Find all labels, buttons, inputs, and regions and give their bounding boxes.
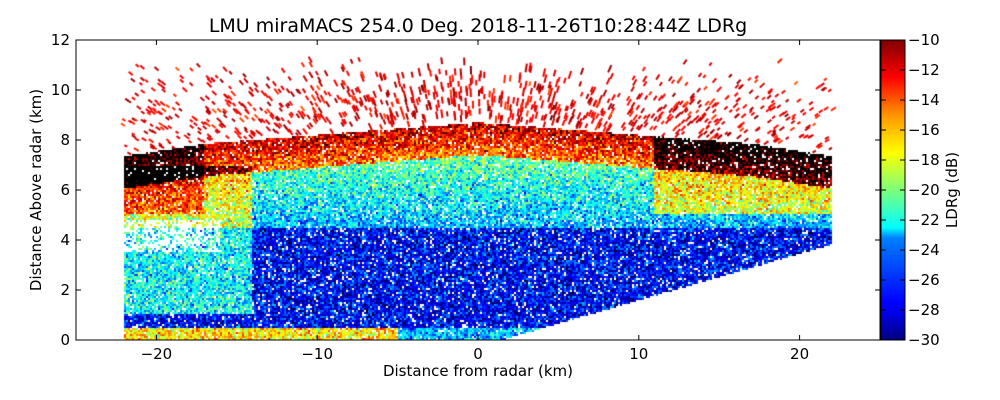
y-axis: 0 2 4 6 8 10 12 [51,31,880,349]
y-tick-label: 0 [60,331,70,349]
x-tick-label: 0 [473,345,483,363]
colorbar-tick-label: −28 [908,301,940,319]
colorbar-tick-label: −16 [908,121,940,139]
y-tick-label: 10 [51,81,70,99]
y-tick-label: 4 [60,231,70,249]
colorbar-ticks: −10 −12 −14 −16 −18 −20 −22 −24 −26 −28 −30 [881,31,940,349]
chart-title: LMU miraMACS 254.0 Deg. 2018-11-26T10:28… [209,15,747,37]
colorbar-tick-label: −22 [908,211,940,229]
y-axis-label: Distance Above radar (km) [27,89,45,291]
y-tick-label: 8 [60,131,70,149]
colorbar-tick-label: −14 [908,91,940,109]
colorbar-tick-label: −30 [908,331,940,349]
ldr-heatmap [76,40,880,340]
x-tick-label: 10 [629,345,648,363]
colorbar-tick-label: −26 [908,271,940,289]
ldr-heatmap-pixels [76,40,880,340]
colorbar-tick-label: −12 [908,61,940,79]
y-tick-label: 6 [60,181,70,199]
x-axis: −20 −10 0 10 20 [141,40,809,363]
colorbar-tick-label: −24 [908,241,940,259]
x-axis-label: Distance from radar (km) [383,362,573,380]
colorbar-tick-label: −20 [908,181,940,199]
colorbar-tick-label: −10 [908,31,940,49]
y-tick-label: 2 [60,281,70,299]
y-tick-label: 12 [51,31,70,49]
x-tick-label: −20 [141,345,173,363]
x-tick-label: −10 [301,345,333,363]
x-tick-label: 20 [790,345,809,363]
colorbar-label: LDRg (dB) [943,152,961,228]
colorbar-tick-label: −18 [908,151,940,169]
